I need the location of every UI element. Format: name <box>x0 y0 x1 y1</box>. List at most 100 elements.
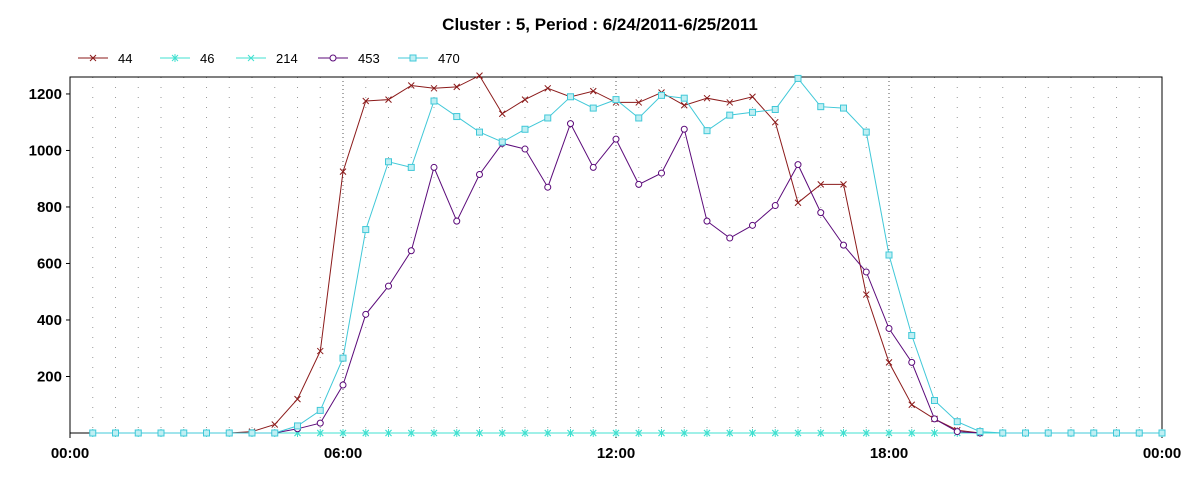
data-point <box>885 429 893 437</box>
y-tick-label: 1000 <box>29 142 62 159</box>
data-point <box>453 113 461 121</box>
data-point <box>247 54 255 62</box>
x-tick-label: 06:00 <box>324 445 362 462</box>
data-point <box>567 93 574 101</box>
legend-label: 214 <box>276 51 298 66</box>
data-point <box>589 104 597 112</box>
data-point <box>953 428 961 436</box>
data-point <box>544 114 552 122</box>
data-point <box>171 54 179 62</box>
data-point <box>771 105 779 113</box>
data-point <box>885 251 893 259</box>
data-point <box>430 429 438 437</box>
legend-item-470: 470 <box>398 51 460 66</box>
data-point <box>635 429 643 437</box>
data-point <box>362 429 370 437</box>
plot-area <box>69 76 1163 434</box>
data-point <box>89 54 97 62</box>
data-point <box>680 94 688 102</box>
data-point <box>703 217 711 225</box>
data-point <box>385 429 392 437</box>
data-point <box>544 84 552 92</box>
data-point <box>407 163 415 171</box>
data-point <box>271 429 279 437</box>
legend-item-46: 46 <box>160 51 214 66</box>
data-point <box>476 72 483 79</box>
data-point <box>1135 429 1143 437</box>
data-point <box>862 429 870 437</box>
x-tick-label: 00:00 <box>51 445 89 462</box>
series-line <box>92 74 1162 434</box>
data-point <box>885 324 893 332</box>
data-point <box>134 429 142 437</box>
legend-item-44: 44 <box>78 51 132 66</box>
data-point <box>862 268 870 276</box>
data-point <box>635 114 643 122</box>
data-point <box>567 429 574 437</box>
data-point <box>180 429 188 437</box>
x-tick-label: 12:00 <box>597 445 635 462</box>
data-point <box>157 429 165 437</box>
data-point <box>498 429 506 437</box>
grid <box>92 77 1140 433</box>
series-line <box>92 77 1162 434</box>
data-point <box>703 94 711 102</box>
data-point <box>612 96 620 104</box>
data-point <box>1022 429 1029 437</box>
data-point <box>1158 429 1166 437</box>
data-point <box>521 96 529 103</box>
data-point <box>316 419 324 427</box>
data-point <box>794 429 802 437</box>
data-point <box>407 429 415 437</box>
data-point <box>430 84 438 92</box>
legend-label: 453 <box>358 51 380 66</box>
data-point <box>908 332 916 340</box>
data-point <box>953 418 961 426</box>
data-point <box>862 291 870 298</box>
data-point <box>339 354 347 362</box>
y-tick-label: 800 <box>37 199 62 216</box>
data-point <box>476 128 483 136</box>
y-axis: 200 400 600 800 1000 1200 <box>29 86 70 385</box>
data-point <box>316 406 324 414</box>
series-line <box>252 122 981 434</box>
data-point <box>635 180 643 188</box>
data-point <box>908 401 916 409</box>
data-point <box>726 429 734 437</box>
data-point <box>89 429 97 437</box>
data-point <box>931 415 938 423</box>
data-point <box>476 170 483 178</box>
data-point <box>521 145 529 153</box>
data-point <box>817 103 825 111</box>
data-point <box>612 135 620 143</box>
data-point <box>726 111 734 119</box>
series-44 <box>89 72 1166 437</box>
data-point <box>385 158 392 166</box>
data-point <box>840 181 847 188</box>
data-point <box>409 54 417 62</box>
data-point <box>544 429 552 437</box>
legend-label: 470 <box>438 51 460 66</box>
data-point <box>589 87 597 95</box>
data-point <box>749 429 756 437</box>
data-point <box>1044 429 1052 437</box>
data-point <box>908 358 916 366</box>
data-point <box>476 429 483 437</box>
data-point <box>453 83 461 91</box>
data-point <box>1067 429 1075 437</box>
data-point <box>271 421 279 428</box>
data-point <box>248 429 256 437</box>
data-point <box>840 104 847 112</box>
data-point <box>339 429 347 437</box>
data-point <box>771 118 779 126</box>
data-point <box>817 181 825 188</box>
data-point <box>362 97 370 105</box>
data-point <box>931 429 938 437</box>
data-point <box>112 429 119 437</box>
data-point <box>203 429 210 437</box>
data-point <box>703 429 711 437</box>
series-453 <box>248 120 984 437</box>
data-point <box>294 395 301 403</box>
data-point <box>999 429 1007 437</box>
data-point <box>612 429 620 437</box>
